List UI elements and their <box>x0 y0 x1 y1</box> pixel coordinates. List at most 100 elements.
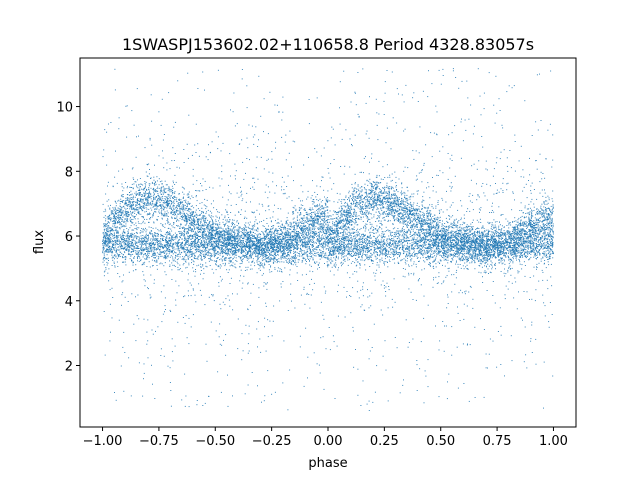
scatter-point <box>330 257 332 259</box>
scatter-point <box>423 295 425 297</box>
scatter-point <box>152 202 154 204</box>
scatter-point <box>341 221 342 223</box>
scatter-point <box>326 197 328 199</box>
scatter-point <box>257 255 259 256</box>
scatter-point <box>109 234 111 236</box>
scatter-point <box>314 205 315 207</box>
scatter-point <box>390 186 392 188</box>
scatter-point <box>546 223 548 224</box>
scatter-point <box>535 231 537 233</box>
scatter-point <box>374 202 376 204</box>
scatter-point <box>349 216 351 218</box>
scatter-point <box>123 221 125 223</box>
scatter-point <box>262 266 264 268</box>
scatter-point <box>316 232 318 234</box>
scatter-point <box>509 232 511 234</box>
scatter-point <box>551 222 553 224</box>
scatter-point <box>358 257 360 258</box>
scatter-point <box>393 202 395 204</box>
scatter-point <box>207 240 209 242</box>
scatter-point <box>497 232 499 234</box>
scatter-point <box>136 207 138 209</box>
scatter-point <box>287 230 289 232</box>
scatter-point <box>518 246 520 248</box>
scatter-point <box>171 338 173 340</box>
scatter-point <box>127 246 129 248</box>
scatter-point <box>473 234 475 236</box>
scatter-point <box>152 236 154 237</box>
scatter-point <box>438 226 440 228</box>
scatter-point <box>497 247 499 249</box>
scatter-point <box>361 259 363 261</box>
scatter-point <box>180 211 182 213</box>
scatter-point <box>264 257 266 259</box>
scatter-point <box>204 89 205 91</box>
scatter-point <box>464 222 466 224</box>
scatter-point <box>400 240 402 242</box>
scatter-point <box>522 190 524 192</box>
scatter-point <box>142 235 144 236</box>
scatter-point <box>182 217 184 218</box>
scatter-point <box>352 218 353 220</box>
scatter-point <box>524 248 526 250</box>
scatter-point <box>514 227 516 229</box>
scatter-point <box>552 159 554 161</box>
scatter-point <box>413 274 415 276</box>
scatter-point <box>499 307 501 309</box>
scatter-point <box>502 235 504 237</box>
scatter-point <box>441 235 443 237</box>
scatter-point <box>379 246 381 248</box>
scatter-point <box>538 218 539 220</box>
scatter-point <box>374 185 376 187</box>
scatter-point <box>157 194 159 196</box>
scatter-point <box>324 196 325 198</box>
scatter-point <box>448 247 450 248</box>
scatter-point <box>232 219 233 221</box>
scatter-point <box>515 255 516 257</box>
scatter-point <box>417 257 419 259</box>
scatter-point <box>395 197 397 199</box>
scatter-point <box>105 245 107 247</box>
scatter-point <box>329 242 331 244</box>
scatter-point <box>303 238 305 240</box>
scatter-point <box>261 248 262 250</box>
scatter-point <box>405 256 407 258</box>
scatter-point <box>156 203 158 204</box>
scatter-point <box>372 263 374 264</box>
scatter-point <box>533 244 535 246</box>
scatter-point <box>200 270 202 271</box>
scatter-point <box>121 207 123 209</box>
scatter-point <box>468 260 469 261</box>
scatter-point <box>389 186 391 188</box>
scatter-point <box>214 242 216 244</box>
scatter-point <box>494 230 496 231</box>
scatter-point <box>342 249 344 251</box>
scatter-point <box>204 245 206 247</box>
scatter-point <box>202 223 204 225</box>
scatter-point <box>519 261 521 263</box>
scatter-point <box>531 324 533 326</box>
scatter-point <box>534 221 536 223</box>
scatter-point <box>242 229 244 231</box>
scatter-point <box>111 250 113 252</box>
scatter-point <box>540 243 542 245</box>
scatter-point <box>400 218 402 220</box>
scatter-point <box>342 213 344 215</box>
scatter-point <box>351 144 352 145</box>
scatter-point <box>286 247 288 249</box>
scatter-point <box>177 219 179 221</box>
scatter-point <box>351 229 353 231</box>
scatter-point <box>156 205 158 207</box>
scatter-point <box>254 233 256 235</box>
scatter-point <box>357 197 359 199</box>
scatter-point <box>465 266 467 268</box>
scatter-point <box>500 250 502 252</box>
scatter-point <box>436 249 438 251</box>
scatter-point <box>154 164 155 166</box>
scatter-point <box>256 237 258 239</box>
scatter-point <box>539 233 541 235</box>
scatter-point <box>171 200 172 202</box>
scatter-point <box>416 233 418 235</box>
scatter-point <box>306 237 308 239</box>
scatter-point <box>254 246 256 248</box>
